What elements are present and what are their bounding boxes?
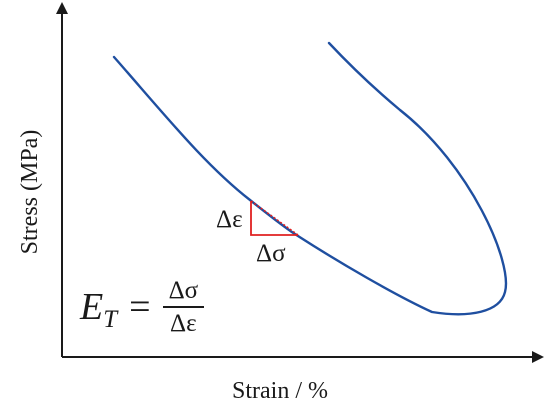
formula-denominator: Δε <box>170 310 197 337</box>
stress-strain-curve <box>112 41 508 316</box>
delta-epsilon-label: Δε <box>216 206 243 233</box>
formula-equals: = <box>129 286 151 328</box>
y-axis-label: Stress (MPa) <box>17 129 43 255</box>
formula-subscript: T <box>103 306 118 333</box>
formula-numerator: Δσ <box>162 278 205 308</box>
tangent-triangle <box>250 201 298 236</box>
delta-sigma-label: Δσ <box>256 240 286 267</box>
formula-fraction: Δσ Δε <box>162 278 205 337</box>
formula-lhs: ET <box>80 286 117 332</box>
tangent-modulus-formula: ET = Δσ Δε <box>80 278 205 337</box>
formula-symbol: E <box>80 286 104 328</box>
tangent-line <box>250 200 299 236</box>
x-axis-label: Strain / % <box>232 378 328 404</box>
